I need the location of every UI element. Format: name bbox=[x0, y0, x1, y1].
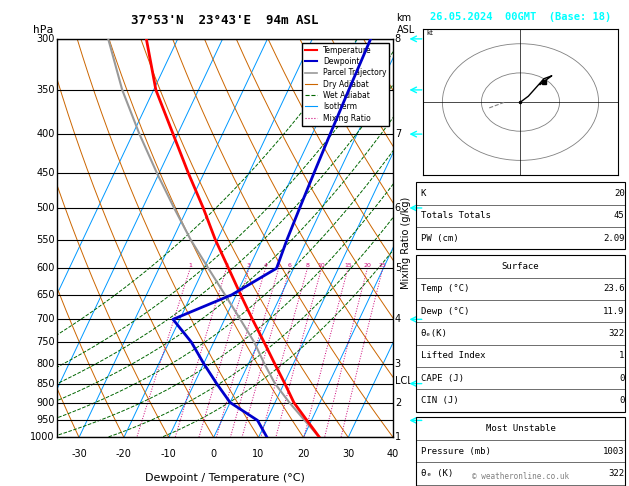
Text: 6: 6 bbox=[395, 203, 401, 213]
Text: 5: 5 bbox=[395, 263, 401, 273]
Text: Totals Totals: Totals Totals bbox=[421, 211, 491, 220]
Text: 23.6: 23.6 bbox=[603, 284, 625, 293]
Text: 900: 900 bbox=[36, 398, 55, 408]
Text: 350: 350 bbox=[36, 85, 55, 95]
Text: -20: -20 bbox=[116, 450, 132, 459]
Text: 4: 4 bbox=[264, 263, 267, 268]
Text: 650: 650 bbox=[36, 290, 55, 300]
Text: 8: 8 bbox=[395, 34, 401, 44]
Text: 800: 800 bbox=[36, 359, 55, 368]
Text: kt: kt bbox=[426, 30, 433, 36]
Text: 3: 3 bbox=[247, 263, 251, 268]
Text: 0: 0 bbox=[620, 396, 625, 405]
Text: 3: 3 bbox=[395, 359, 401, 368]
Text: CAPE (J): CAPE (J) bbox=[421, 374, 464, 382]
Text: 7: 7 bbox=[395, 129, 401, 139]
Text: 2.09: 2.09 bbox=[603, 234, 625, 243]
Text: 300: 300 bbox=[36, 34, 55, 44]
Text: 700: 700 bbox=[36, 314, 55, 324]
Text: 15: 15 bbox=[344, 263, 352, 268]
Text: 6: 6 bbox=[287, 263, 292, 268]
Text: 322: 322 bbox=[608, 329, 625, 338]
Text: 1: 1 bbox=[188, 263, 192, 268]
Text: Lifted Index: Lifted Index bbox=[421, 351, 485, 360]
Text: 8: 8 bbox=[306, 263, 309, 268]
Text: 5: 5 bbox=[277, 263, 281, 268]
Text: 37°53'N  23°43'E  94m ASL: 37°53'N 23°43'E 94m ASL bbox=[131, 14, 319, 27]
Text: 10: 10 bbox=[252, 450, 265, 459]
Text: 2: 2 bbox=[225, 263, 228, 268]
Text: 26.05.2024  00GMT  (Base: 18): 26.05.2024 00GMT (Base: 18) bbox=[430, 12, 611, 22]
Text: 11.9: 11.9 bbox=[603, 307, 625, 315]
Text: 550: 550 bbox=[36, 235, 55, 244]
Bar bbox=[416, 417, 625, 486]
Text: 1: 1 bbox=[395, 433, 401, 442]
Text: 45: 45 bbox=[614, 211, 625, 220]
Text: 1003: 1003 bbox=[603, 447, 625, 455]
Text: 600: 600 bbox=[36, 263, 55, 273]
Text: Pressure (mb): Pressure (mb) bbox=[421, 447, 491, 455]
Text: K: K bbox=[421, 189, 426, 198]
Text: 0: 0 bbox=[620, 374, 625, 382]
Text: 1: 1 bbox=[620, 351, 625, 360]
Text: -30: -30 bbox=[71, 450, 87, 459]
Text: 322: 322 bbox=[608, 469, 625, 478]
Text: CIN (J): CIN (J) bbox=[421, 396, 459, 405]
Text: Temp (°C): Temp (°C) bbox=[421, 284, 469, 293]
Text: 25: 25 bbox=[379, 263, 387, 268]
Text: 30: 30 bbox=[342, 450, 354, 459]
Text: θₑ (K): θₑ (K) bbox=[421, 469, 453, 478]
Text: Dewpoint / Temperature (°C): Dewpoint / Temperature (°C) bbox=[145, 473, 305, 483]
Text: hPa: hPa bbox=[33, 25, 53, 35]
Text: 950: 950 bbox=[36, 416, 55, 425]
Text: 20: 20 bbox=[364, 263, 371, 268]
Text: Surface: Surface bbox=[502, 262, 539, 271]
Text: 20: 20 bbox=[297, 450, 309, 459]
Text: PW (cm): PW (cm) bbox=[421, 234, 459, 243]
Text: © weatheronline.co.uk: © weatheronline.co.uk bbox=[472, 472, 569, 481]
Text: 850: 850 bbox=[36, 379, 55, 389]
Text: 20: 20 bbox=[614, 189, 625, 198]
Text: 10: 10 bbox=[318, 263, 325, 268]
Text: 40: 40 bbox=[387, 450, 399, 459]
Text: 2: 2 bbox=[395, 398, 401, 408]
Text: Mixing Ratio (g/kg): Mixing Ratio (g/kg) bbox=[401, 197, 411, 289]
Text: -10: -10 bbox=[161, 450, 177, 459]
Text: LCL: LCL bbox=[395, 376, 413, 386]
Text: θₑ(K): θₑ(K) bbox=[421, 329, 448, 338]
Text: Most Unstable: Most Unstable bbox=[486, 424, 555, 433]
Text: 450: 450 bbox=[36, 168, 55, 178]
Text: 750: 750 bbox=[36, 337, 55, 347]
Bar bbox=[416, 255, 625, 412]
Text: Dewp (°C): Dewp (°C) bbox=[421, 307, 469, 315]
Legend: Temperature, Dewpoint, Parcel Trajectory, Dry Adiabat, Wet Adiabat, Isotherm, Mi: Temperature, Dewpoint, Parcel Trajectory… bbox=[302, 43, 389, 125]
Text: 1000: 1000 bbox=[30, 433, 55, 442]
Text: 500: 500 bbox=[36, 203, 55, 213]
Bar bbox=[416, 182, 625, 249]
Text: km
ASL: km ASL bbox=[396, 13, 415, 35]
Text: 0: 0 bbox=[211, 450, 217, 459]
Text: 400: 400 bbox=[36, 129, 55, 139]
Text: 4: 4 bbox=[395, 314, 401, 324]
